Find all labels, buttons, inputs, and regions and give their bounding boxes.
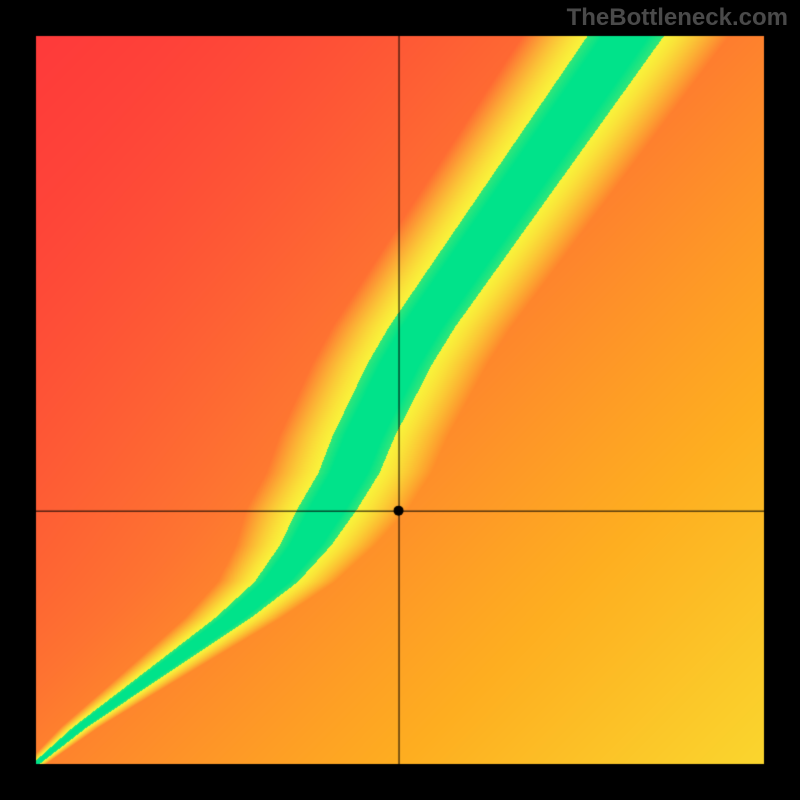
- watermark-text: TheBottleneck.com: [567, 4, 788, 32]
- chart-container: TheBottleneck.com: [0, 0, 800, 800]
- heatmap-canvas: [0, 0, 800, 800]
